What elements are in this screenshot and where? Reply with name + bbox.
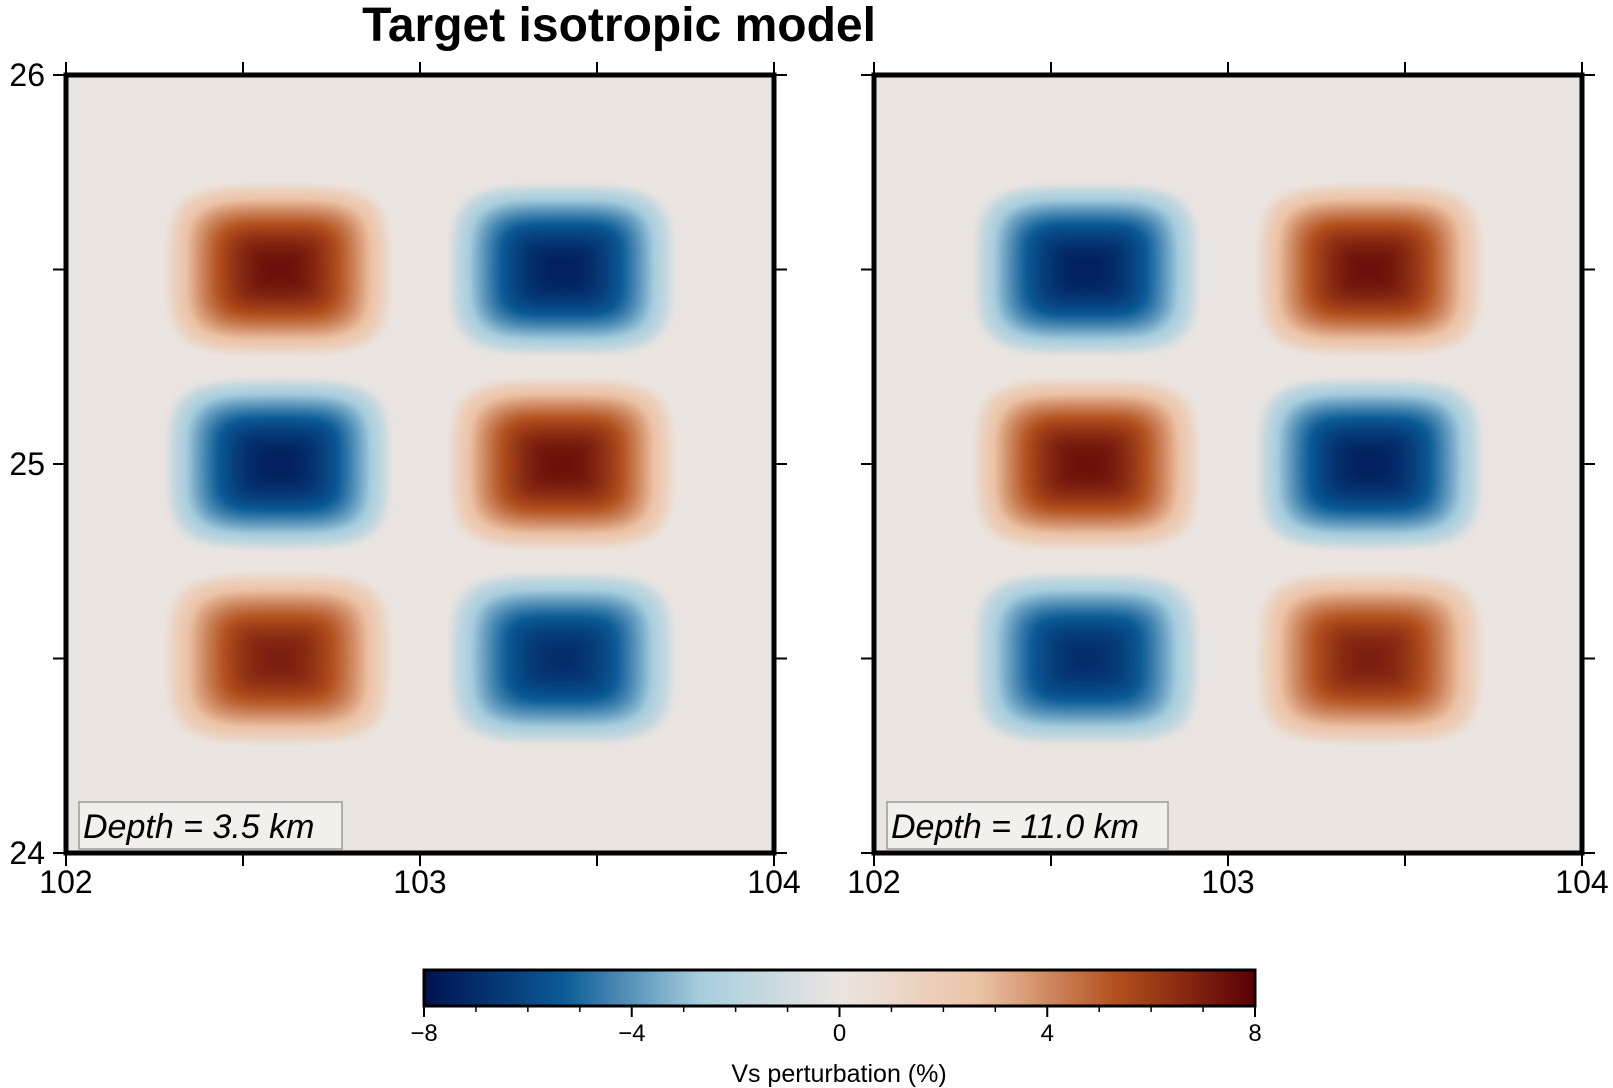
depth-annotation-text: Depth = 3.5 km <box>83 808 315 846</box>
colorbar-ramp <box>422 968 1257 1008</box>
x-tick-label: 104 <box>1555 864 1608 900</box>
colorbar-tick-label: 0 <box>833 1020 846 1047</box>
depth-annotation-box <box>78 801 343 850</box>
colorbar-label: Vs perturbation (%) <box>731 1060 946 1088</box>
heatmap-image <box>66 75 774 853</box>
colorbar: −8 −4 0 4 8 Vs perturbation (%) <box>410 968 1262 1088</box>
depth-annotation: Depth = 11.0 km <box>886 801 1169 850</box>
panel-depth-3-5km: 102 103 104 24 25 26 Depth = 3.5 km <box>9 57 800 900</box>
x-tick-label: 102 <box>847 864 900 900</box>
y-tick-label: 26 <box>9 57 45 93</box>
x-tick-label: 103 <box>1201 864 1254 900</box>
y-tick-label: 24 <box>9 835 45 871</box>
depth-annotation-box <box>886 801 1169 850</box>
x-tick-label: 104 <box>747 864 800 900</box>
x-tick-label: 102 <box>39 864 92 900</box>
colorbar-ticks: −8 −4 0 4 8 <box>410 1006 1262 1047</box>
colorbar-tick-label: −8 <box>410 1020 437 1047</box>
depth-annotation-text: Depth = 11.0 km <box>891 808 1139 846</box>
x-tick-label: 103 <box>393 864 446 900</box>
chart-title: Target isotropic model <box>362 0 876 52</box>
depth-annotation: Depth = 3.5 km <box>78 801 343 850</box>
y-tick-label: 25 <box>9 446 45 482</box>
colorbar-tick-label: −4 <box>618 1020 645 1047</box>
colorbar-tick-label: 4 <box>1041 1020 1054 1047</box>
colorbar-tick-label: 8 <box>1248 1020 1261 1047</box>
heatmap-image <box>874 75 1582 853</box>
panel-depth-11-0km: 102 103 104 Depth = 11.0 km <box>847 62 1609 900</box>
